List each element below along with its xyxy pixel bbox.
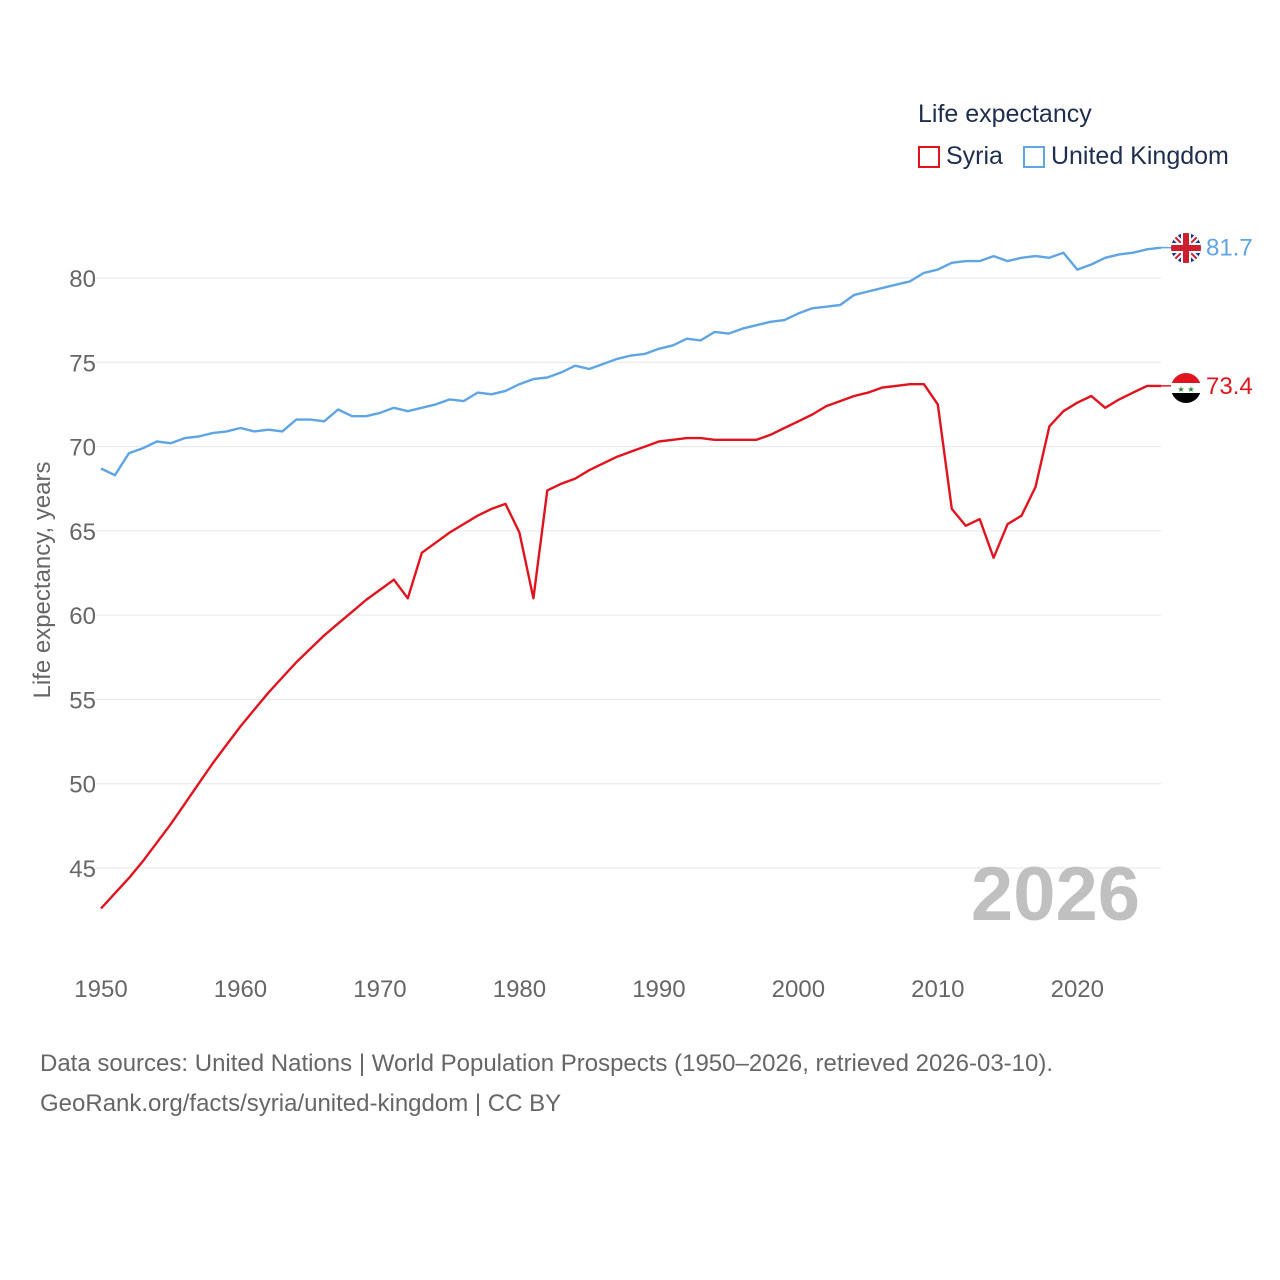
end-labels: 73.4 81.7 [1161,235,1253,400]
x-tick-label-1980: 1980 [493,976,546,1003]
syria-flag-icon: ★ ★ [1171,373,1201,403]
legend-item-united-kingdom[interactable]: United Kingdom [1022,142,1229,171]
legend-swatch-united-kingdom [1022,145,1045,168]
x-tick-label-1990: 1990 [632,976,685,1003]
source-line-2[interactable]: GeoRank.org/facts/syria/united-kingdom |… [40,1090,562,1117]
series-line-united-kingdom [100,246,1162,477]
svg-text:★: ★ [1177,385,1184,394]
x-tick-label-2010: 2010 [911,976,964,1003]
y-tick-label-80: 80 [69,266,96,293]
y-tick-label-50: 50 [69,772,96,799]
y-tick-label-55: 55 [69,687,96,714]
y-axis-ticks: 45 50 55 60 65 70 75 80 [69,266,96,883]
legend-item-syria[interactable]: Syria [918,142,1003,171]
x-tick-label-1970: 1970 [353,976,406,1003]
x-tick-label-2020: 2020 [1051,976,1104,1003]
svg-text:★: ★ [1187,385,1194,394]
series-lines [100,246,1162,910]
legend-label-syria: Syria [946,142,1003,170]
source-note: Data sources: United Nations | World Pop… [40,1044,1053,1124]
uk-flag-icon [1171,233,1201,263]
legend-label-united-kingdom: United Kingdom [1050,142,1229,170]
series-line-syria [100,383,1161,910]
y-tick-label-70: 70 [69,435,96,462]
end-label-united-kingdom: 81.7 [1206,235,1253,262]
grid-lines [96,277,1161,869]
y-tick-label-45: 45 [69,856,96,883]
legend-title: Life expectancy [918,100,1092,128]
x-tick-label-2000: 2000 [772,976,825,1003]
source-line-1: Data sources: United Nations | World Pop… [40,1050,1054,1077]
y-axis-label: Life expectancy, years [29,461,56,698]
year-watermark: 2026 [971,852,1140,937]
y-tick-label-65: 65 [69,519,96,546]
end-label-syria: 73.4 [1206,373,1253,400]
y-tick-label-60: 60 [69,603,96,630]
x-tick-label-1950: 1950 [74,976,127,1003]
y-tick-label-75: 75 [69,350,96,377]
x-axis-ticks: 1950 1960 1970 1980 1990 2000 2010 2020 [74,976,1104,1003]
legend-swatch-syria [918,145,940,168]
x-tick-label-1960: 1960 [214,976,267,1003]
legend: Syria United Kingdom [918,142,1249,171]
